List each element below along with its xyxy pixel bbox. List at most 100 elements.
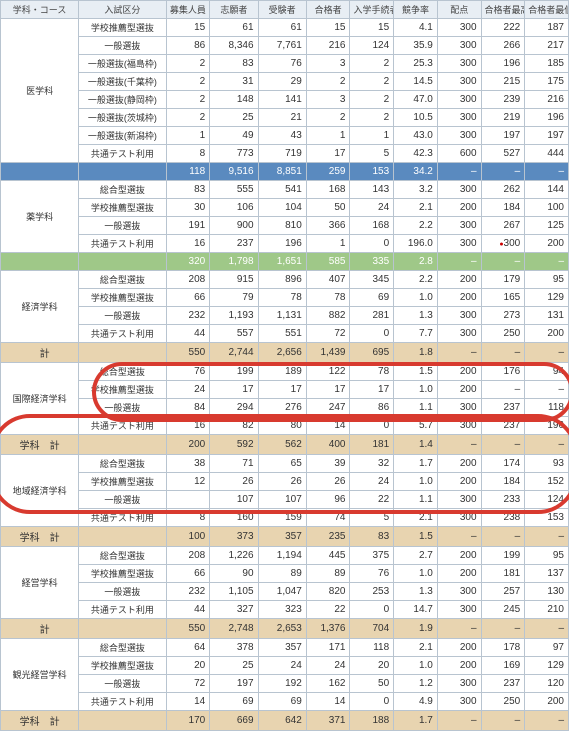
subtotal-cell: 1.9 [394,619,438,639]
subtotal-cell: 計 [1,619,79,639]
subtotal-cell: 181 [350,435,394,455]
value-cell: 120 [525,675,569,693]
subtotal-row: 学科 計100373357235831.5––– [1,527,569,547]
value-cell: 25.3 [394,55,438,73]
value-cell: 300 [437,235,481,253]
table-row: 一般選抜1919008103661682.2300267125 [1,217,569,235]
value-cell: 141 [258,91,306,109]
dept-cell: 経済学科 [1,271,79,343]
value-cell: 327 [210,601,258,619]
value-cell: 196 [258,235,306,253]
value-cell: 1,105 [210,583,258,601]
value-cell: 5.7 [394,417,438,435]
value-cell: 71 [210,455,258,473]
type-cell: 一般選抜(福島枠) [79,55,166,73]
subtotal-row: 3201,7981,6515853352.8––– [1,253,569,271]
value-cell: 38 [166,455,210,473]
value-cell: 107 [258,491,306,509]
value-cell: 69 [210,693,258,711]
subtotal-cell: 118 [166,163,210,181]
subtotal-cell: 学科 計 [1,527,79,547]
value-cell: 168 [306,181,350,199]
value-cell: 300 [437,325,481,343]
value-cell: 300 [437,601,481,619]
value-cell: 200 [437,271,481,289]
col-header: 合格者 [306,1,350,19]
value-cell: 200 [525,693,569,711]
value-cell: 3.2 [394,181,438,199]
value-cell: 10.5 [394,109,438,127]
type-cell: 共通テスト利用 [79,693,166,711]
type-cell: 共通テスト利用 [79,235,166,253]
value-cell: 200 [437,363,481,381]
subtotal-cell [79,253,166,271]
type-cell: 一般選抜 [79,399,166,417]
subtotal-cell [79,619,166,639]
value-cell: 197 [525,127,569,145]
value-cell: 97 [525,639,569,657]
value-cell: 78 [350,363,394,381]
value-cell: 216 [306,37,350,55]
value-cell: 90 [210,565,258,583]
value-cell: 118 [350,639,394,657]
subtotal-cell: 1,439 [306,343,350,363]
type-cell: 一般選抜(茨城枠) [79,109,166,127]
value-cell: 0 [350,235,394,253]
table-row: 一般選抜868,3467,76121612435.9300266217 [1,37,569,55]
subtotal-cell: – [437,711,481,731]
subtotal-cell: 550 [166,619,210,639]
value-cell: 100 [525,199,569,217]
value-cell: 35.9 [394,37,438,55]
value-cell: 1,131 [258,307,306,325]
value-cell: 104 [258,199,306,217]
value-cell: 93 [525,455,569,473]
value-cell: 773 [210,145,258,163]
subtotal-cell: 34.2 [394,163,438,181]
value-cell: 20 [350,657,394,675]
table-row: 共通テスト利用445575517207.7300250200 [1,325,569,343]
value-cell: 196 [525,109,569,127]
value-cell: 72 [306,325,350,343]
value-cell: 168 [350,217,394,235]
value-cell: 300 [437,55,481,73]
value-cell: 25 [210,109,258,127]
value-cell: 237 [481,417,525,435]
value-cell: 196.0 [394,235,438,253]
value-cell: 208 [166,271,210,289]
value-cell: 2.1 [394,509,438,527]
subtotal-cell: – [525,711,569,731]
value-cell: 76 [350,565,394,583]
table-row: 一般選抜2321,1931,1318822811.3300273131 [1,307,569,325]
value-cell: 14 [166,693,210,711]
value-cell: 232 [166,307,210,325]
value-cell: 378 [210,639,258,657]
value-cell: 600 [437,145,481,163]
value-cell: 237 [481,399,525,417]
value-cell: 176 [481,363,525,381]
value-cell: 7,761 [258,37,306,55]
value-cell: 233 [481,491,525,509]
value-cell: 300 [437,399,481,417]
table-row: 共通テスト利用1682801405.7300237196 [1,417,569,435]
value-cell: 79 [210,289,258,307]
value-cell: 375 [350,547,394,565]
value-cell [166,491,210,509]
type-cell: 学校推薦型選抜 [79,565,166,583]
value-cell: 78 [258,289,306,307]
type-cell: 一般選抜 [79,307,166,325]
type-cell: 共通テスト利用 [79,145,166,163]
dept-cell: 薬学科 [1,181,79,253]
value-cell: 129 [525,289,569,307]
subtotal-cell: 235 [306,527,350,547]
table-row: 経済学科総合型選抜2089158964073452.220017995 [1,271,569,289]
subtotal-cell: 1,798 [210,253,258,271]
table-row: 国際経済学科総合型選抜76199189122781.520017694 [1,363,569,381]
value-cell: 8 [166,509,210,527]
value-cell: 174 [481,455,525,473]
value-cell: 200 [437,455,481,473]
value-cell: 300 [437,307,481,325]
value-cell: 3 [306,91,350,109]
subtotal-cell: 200 [166,435,210,455]
subtotal-cell [1,253,79,271]
subtotal-cell: – [481,343,525,363]
